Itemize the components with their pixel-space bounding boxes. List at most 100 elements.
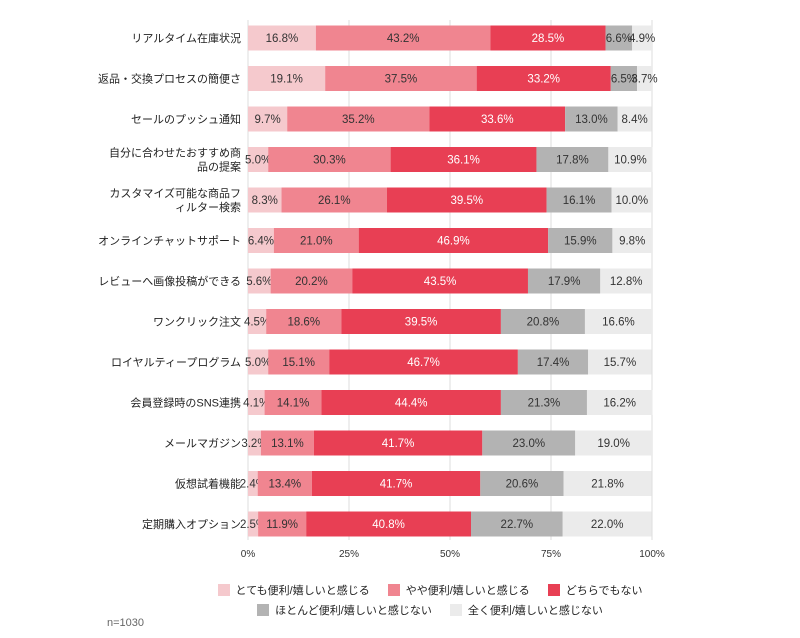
data-label: 14.1% <box>277 398 310 410</box>
bar-segment <box>536 147 609 172</box>
sample-size-note: n=1030 <box>107 617 145 629</box>
legend-item: 全く便利/嬉しいと感じない <box>449 602 603 618</box>
bar-segment <box>471 511 563 537</box>
legend-swatch <box>257 604 270 616</box>
x-tick-label: 0% <box>241 549 256 560</box>
bar-segment <box>500 390 587 415</box>
data-label: 4.5% <box>244 317 270 329</box>
data-label: 5.6% <box>246 276 272 288</box>
bar-segment <box>358 228 549 253</box>
bar-segment <box>632 25 652 51</box>
data-label: 8.4% <box>622 114 648 126</box>
bar-segment <box>429 106 566 132</box>
data-label: 16.1% <box>563 195 596 207</box>
legend-item: やや便利/嬉しいと感じる <box>387 582 530 598</box>
bar-segment <box>287 106 430 132</box>
bar-segment <box>268 147 391 172</box>
bar-segment <box>268 349 330 375</box>
category-label: 仮想試着機能 <box>175 477 241 491</box>
data-label: 41.7% <box>380 479 413 491</box>
data-label: 19.1% <box>270 74 303 86</box>
data-label: 13.0% <box>575 114 608 126</box>
bar-segment <box>325 66 477 91</box>
bar-segment <box>637 66 652 91</box>
bar-segment <box>248 228 274 253</box>
bar-segment <box>313 430 483 456</box>
category-label: 会員登録時のSNS連携 <box>130 396 241 410</box>
bar-segment <box>270 268 353 294</box>
bar-segment <box>584 309 652 334</box>
bar-segment <box>617 106 652 132</box>
bar-segment <box>248 106 288 132</box>
bar-segment <box>605 25 633 51</box>
bar-segment <box>575 430 652 456</box>
bar-segment <box>586 390 653 415</box>
bar-segment <box>306 511 472 537</box>
category-label: ワンクリック注文 <box>153 315 241 329</box>
bar-segment <box>500 309 585 334</box>
bar-segment <box>248 511 259 537</box>
legend-label: どちらでもない <box>565 585 643 597</box>
data-label: 17.8% <box>556 155 589 167</box>
legend-swatch <box>547 584 560 596</box>
legend: とても便利/嬉しいと感じる やや便利/嬉しいと感じる どちらでもないほとんど便利/嬉… <box>150 582 710 618</box>
data-label: 3.7% <box>631 74 657 86</box>
data-label: 26.1% <box>318 195 351 207</box>
data-label: 22.0% <box>591 519 624 531</box>
bar-segment <box>527 268 601 294</box>
legend-swatch <box>217 584 230 596</box>
data-label: 15.1% <box>282 357 315 369</box>
legend-label: とても便利/嬉しいと感じる <box>235 585 370 597</box>
data-label: 22.7% <box>501 519 534 531</box>
bar-segment <box>248 309 267 334</box>
bar-segment <box>548 228 613 253</box>
data-label: 13.4% <box>268 479 301 491</box>
data-label: 20.6% <box>506 479 539 491</box>
x-tick-label: 100% <box>639 549 665 560</box>
data-label: 16.2% <box>603 398 636 410</box>
legend-item: とても便利/嬉しいと感じる <box>217 582 370 598</box>
data-label: 36.1% <box>447 155 480 167</box>
bar-segment <box>476 66 611 91</box>
data-label: 30.3% <box>313 155 346 167</box>
bar-segment <box>329 349 518 375</box>
data-label: 20.2% <box>295 276 328 288</box>
category-label: 定期購入オプション <box>142 517 241 531</box>
bar-segment <box>248 430 261 456</box>
legend-swatch <box>449 604 462 616</box>
bar-segment <box>248 147 269 172</box>
data-label: 15.9% <box>564 236 597 248</box>
x-tick-labels: 0% 25% 50% 75% 100% <box>241 549 665 560</box>
bar-segment <box>321 390 501 415</box>
category-label: 自分に合わせたおすすめ商品の提案 <box>109 146 241 174</box>
data-label: 21.8% <box>591 479 624 491</box>
bar-segment <box>611 187 652 213</box>
bar-segment <box>352 268 528 294</box>
bar-segment <box>248 25 316 51</box>
bar-segment <box>248 390 265 415</box>
bar-segment <box>565 106 618 132</box>
data-label: 23.0% <box>512 438 545 450</box>
legend-item: ほとんど便利/嬉しいと感じない <box>257 602 432 618</box>
bar-segment <box>257 471 312 496</box>
data-label: 10.0% <box>615 195 648 207</box>
bar-segment <box>562 511 652 537</box>
data-label: 41.7% <box>382 438 415 450</box>
data-label: 5.0% <box>245 155 271 167</box>
category-label: ロイヤルティープログラム <box>111 355 241 369</box>
data-label: 11.9% <box>266 519 298 531</box>
bar-segment <box>341 309 501 334</box>
data-label: 19.0% <box>597 438 630 450</box>
bar-segment <box>281 187 387 213</box>
x-tick-label: 75% <box>541 549 561 560</box>
data-label: 28.5% <box>532 33 565 45</box>
category-label: リアルタイム在庫状況 <box>131 31 241 45</box>
data-label: 21.3% <box>528 398 561 410</box>
data-label: 6.4% <box>248 236 274 248</box>
data-label: 17.9% <box>548 276 581 288</box>
bar-segment <box>266 309 342 334</box>
legend-label: 全く便利/嬉しいと感じない <box>467 605 603 617</box>
bar-segment <box>588 349 652 375</box>
bar-segment <box>546 187 612 213</box>
bar-segment <box>517 349 589 375</box>
